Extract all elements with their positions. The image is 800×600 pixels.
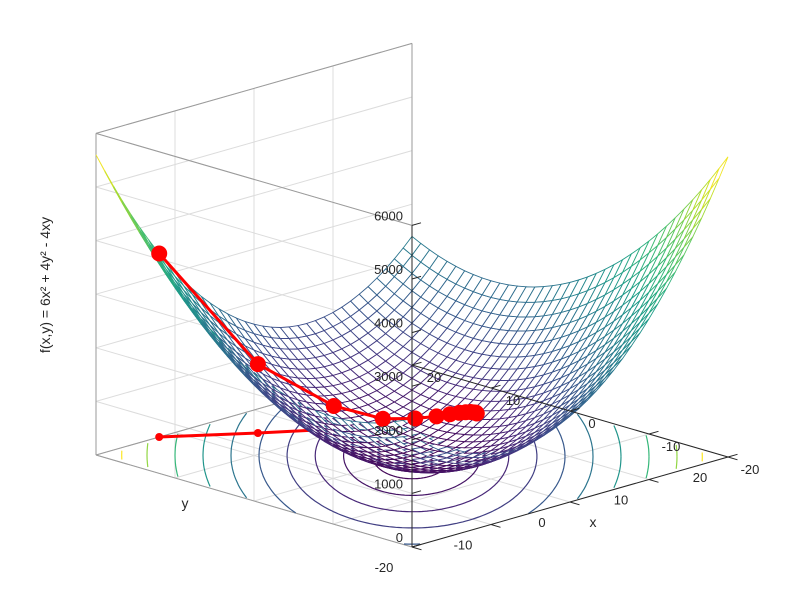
wall-gridline [95, 203, 413, 295]
descent-point-floor [253, 429, 262, 437]
axis-lines [411, 222, 738, 551]
descent-point-surface [374, 410, 391, 427]
x-tick-label: 10 [614, 493, 628, 508]
y-axis-label: y [182, 495, 189, 511]
y-tick-label: -10 [662, 439, 681, 454]
y-tick-label: -20 [741, 462, 760, 477]
descent-point-surface [468, 405, 485, 422]
x-tick-label: -20 [375, 560, 394, 575]
descent-point-floor [155, 433, 164, 441]
z-tick-label: 2000 [374, 423, 403, 438]
z-tick-mark [411, 490, 422, 494]
z-tick-mark [411, 329, 422, 334]
z-tick-mark [411, 436, 422, 441]
z-tick-mark [411, 222, 422, 226]
x-tick-mark [727, 456, 738, 461]
tick-labels: -20 -10 0 10 20 -20 -10 0 10 20 0 1000 2000 3000 4000 5… [374, 208, 759, 575]
y-tick-label: 20 [427, 370, 441, 385]
y-tick-label: 0 [588, 416, 595, 431]
descent-path-surface [151, 245, 485, 427]
contour-line [146, 443, 678, 469]
x-tick-label: 20 [693, 470, 707, 485]
x-tick-mark [569, 501, 580, 506]
wall-edge [95, 42, 413, 134]
wall-gridline [95, 96, 413, 188]
descent-point-surface [249, 356, 266, 373]
descent-point-surface [151, 245, 168, 262]
z-tick-mark [411, 383, 422, 387]
mesh-cell [709, 156, 729, 190]
wall-gridline [95, 400, 413, 494]
z-axis-label: f(x,y) = 6x² + 4y² - 4xy [37, 217, 53, 353]
contour-line [174, 433, 650, 479]
x-tick-label: -10 [454, 538, 473, 553]
z-tick-label: 6000 [374, 208, 403, 223]
contour-line [230, 412, 594, 500]
x-tick-mark [490, 524, 501, 528]
z-tick-mark [411, 543, 422, 548]
wall-edge [95, 454, 413, 548]
x-tick-mark [411, 546, 422, 551]
z-tick-label: 0 [396, 530, 403, 545]
y-tick-mark [727, 453, 738, 458]
y-tick-mark [648, 430, 659, 435]
descent-point-surface [407, 410, 424, 427]
z-tick-mark [411, 275, 422, 280]
wall-edge [95, 132, 413, 226]
y-tick-mark [490, 384, 501, 389]
x-tick-label: 0 [538, 515, 545, 530]
y-tick-label: 10 [506, 393, 520, 408]
x-tick-mark [648, 479, 659, 483]
wall-gridline [95, 150, 413, 242]
wall-gridline [95, 257, 413, 349]
contour-line [121, 450, 703, 462]
x-axis-label: x [590, 514, 597, 530]
y-tick-mark [411, 361, 422, 366]
z-tick-label: 1000 [374, 476, 403, 491]
descent-point-surface [428, 408, 445, 425]
z-tick-label: 4000 [374, 316, 403, 331]
z-tick-label: 3000 [374, 369, 403, 384]
z-tick-label: 5000 [374, 262, 403, 277]
y-tick-mark [569, 407, 580, 412]
descent-point-surface [325, 398, 342, 414]
